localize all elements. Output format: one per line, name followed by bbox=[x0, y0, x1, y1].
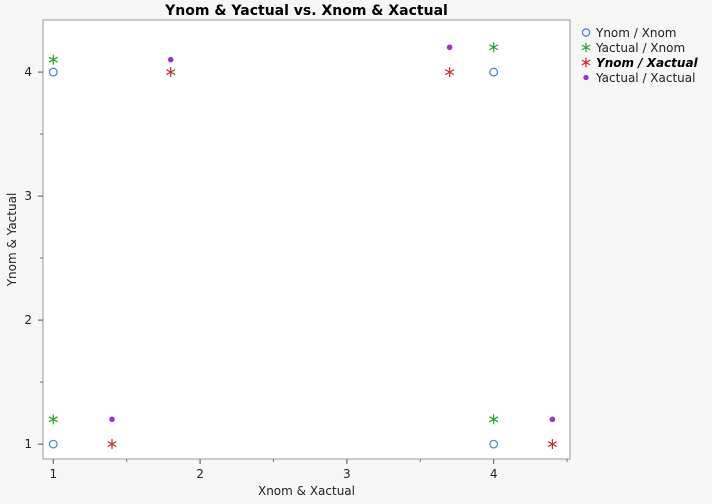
legend-item: Yactual / Xnom bbox=[581, 41, 685, 55]
data-point-dot-series-4 bbox=[446, 44, 453, 51]
data-point-dot-series-4 bbox=[549, 416, 556, 423]
y-tick-label: 3 bbox=[24, 189, 32, 203]
data-point-asterisk-series-2 bbox=[48, 414, 58, 425]
legend-label: Ynom / Xactual bbox=[596, 56, 699, 70]
data-point-asterisk-series-3 bbox=[107, 439, 117, 450]
legend-marker bbox=[583, 74, 589, 81]
plot-area bbox=[42, 19, 571, 460]
data-point-circle-series-1 bbox=[48, 67, 58, 77]
legend-item: Ynom / Xactual bbox=[581, 56, 699, 70]
legend-marker bbox=[581, 57, 591, 68]
data-point-circle-series-1 bbox=[489, 439, 499, 449]
y-axis-label: Ynom & Yactual bbox=[5, 193, 19, 288]
legend-item: Yactual / Xactual bbox=[583, 71, 695, 85]
legend-label: Yactual / Xnom bbox=[595, 41, 685, 55]
data-point-asterisk-series-2 bbox=[489, 414, 499, 425]
data-point-asterisk-series-3 bbox=[166, 67, 176, 78]
data-point-dot-series-4 bbox=[109, 416, 115, 423]
y-tick-label: 2 bbox=[24, 313, 32, 327]
data-point-asterisk-series-3 bbox=[547, 439, 558, 450]
data-point-dot-series-4 bbox=[167, 56, 174, 63]
axes: 1 2 3 4 1 2 3 4 bbox=[24, 65, 568, 481]
x-tick-label: 3 bbox=[343, 467, 351, 481]
x-tick-label: 2 bbox=[196, 467, 204, 481]
legend-label: Ynom / Xnom bbox=[595, 26, 677, 40]
x-axis-label: Xnom & Xactual bbox=[258, 484, 355, 498]
data-point-circle-series-1 bbox=[489, 67, 499, 77]
data-point-circle-series-1 bbox=[48, 439, 58, 449]
y-tick-label: 4 bbox=[24, 65, 32, 79]
x-tick-label: 4 bbox=[490, 467, 498, 481]
y-tick-label: 1 bbox=[24, 437, 32, 451]
legend-item: Ynom / Xnom bbox=[581, 26, 677, 40]
legend-label: Yactual / Xactual bbox=[595, 71, 695, 85]
legend-marker bbox=[581, 42, 591, 53]
chart-title: Ynom & Yactual vs. Xnom & Xactual bbox=[164, 3, 448, 19]
legend-marker bbox=[581, 28, 591, 37]
data-point-asterisk-series-2 bbox=[48, 54, 58, 65]
data-points bbox=[48, 42, 558, 450]
data-point-asterisk-series-2 bbox=[489, 42, 499, 53]
x-tick-label: 1 bbox=[49, 467, 57, 481]
data-point-asterisk-series-3 bbox=[444, 67, 455, 78]
